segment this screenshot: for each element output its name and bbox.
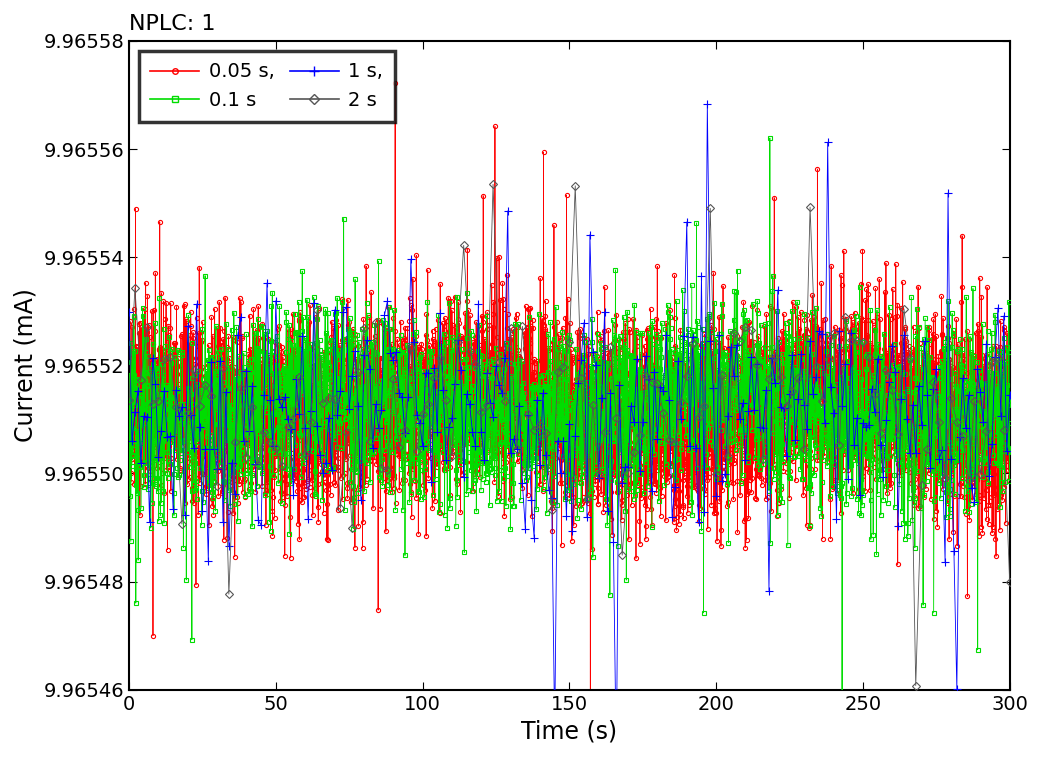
X-axis label: Time (s): Time (s) bbox=[521, 719, 618, 743]
Text: NPLC: 1: NPLC: 1 bbox=[129, 14, 216, 34]
Legend: 0.05 s,, 0.1 s, 1 s,, 2 s: 0.05 s,, 0.1 s, 1 s,, 2 s bbox=[139, 51, 395, 122]
Y-axis label: Current (mA): Current (mA) bbox=[14, 288, 38, 442]
